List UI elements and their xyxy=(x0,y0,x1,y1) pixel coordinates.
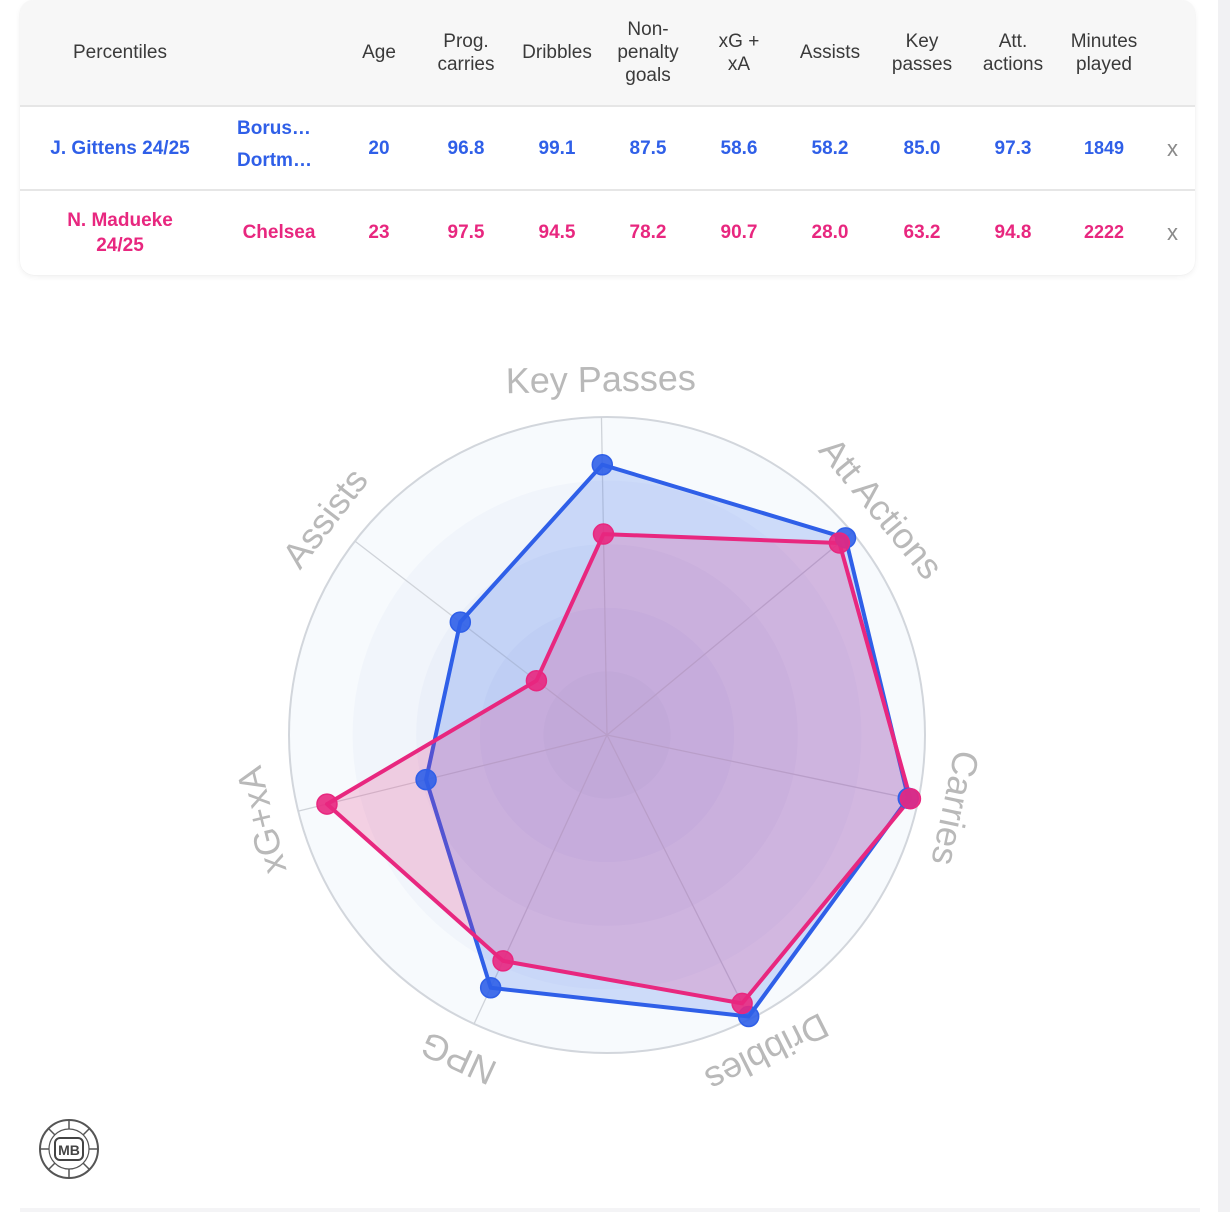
radar-spoke xyxy=(298,734,608,812)
cell-key-passes: 85.0 xyxy=(876,106,968,191)
radar-point[interactable] xyxy=(415,768,437,791)
header-dribbles[interactable]: Dribbles xyxy=(512,0,602,107)
header-prog-carries-label: Prog. carries xyxy=(437,30,495,75)
header-age[interactable]: Age xyxy=(338,0,420,107)
radar-spoke xyxy=(606,531,853,736)
percentiles-table: Percentiles Age Prog. carries Dribbles N… xyxy=(20,0,1195,274)
bottom-divider xyxy=(20,1208,1200,1212)
header-key-passes-label: Key passes xyxy=(891,30,953,75)
cell-xg-xa: 58.6 xyxy=(694,106,784,191)
cell-minutes: 2222 xyxy=(1083,222,1125,242)
header-percentiles: Percentiles xyxy=(20,0,220,107)
radar-series xyxy=(316,453,922,1028)
table-row: N. Madueke 24/25 Chelsea 23 97.5 94.5 78… xyxy=(20,190,1195,274)
radar-axis-label: Carries xyxy=(923,747,987,869)
cell-assists: 58.2 xyxy=(784,106,876,191)
page-scrollbar[interactable] xyxy=(1218,0,1230,1212)
header-club xyxy=(220,0,338,107)
header-minutes[interactable]: Minutes played xyxy=(1058,0,1150,107)
player-name[interactable]: N. Madueke 24/25 xyxy=(20,190,220,274)
cell-age: 23 xyxy=(368,222,390,243)
radar-spoke xyxy=(606,734,919,801)
cell-prog-carries: 96.8 xyxy=(420,106,512,191)
header-remove xyxy=(1150,0,1195,107)
header-att-actions-label: Att. actions xyxy=(982,30,1044,75)
cell-assists: 28.0 xyxy=(811,222,849,243)
cell-age: 20 xyxy=(338,106,420,191)
player-name-label: N. Madueke 24/25 xyxy=(67,209,173,256)
cell-dribbles: 99.1 xyxy=(512,106,602,191)
header-assists[interactable]: Assists xyxy=(784,0,876,107)
cell-dribbles: 94.5 xyxy=(538,222,576,243)
cell-npg: 78.2 xyxy=(629,222,667,243)
mb-logo-icon: MB xyxy=(39,1119,99,1179)
radar-point[interactable] xyxy=(525,669,548,692)
radar-spokes xyxy=(298,417,919,1025)
header-xg-xa-label: xG + xA xyxy=(718,30,760,75)
cell-npg: 87.5 xyxy=(602,106,694,191)
table-header-row: Percentiles Age Prog. carries Dribbles N… xyxy=(20,0,1195,107)
remove-player-button[interactable]: x xyxy=(1150,106,1195,191)
radar-point[interactable] xyxy=(731,992,753,1015)
radar-point[interactable] xyxy=(591,453,614,476)
remove-player-button[interactable]: x xyxy=(1167,220,1178,245)
radar-point[interactable] xyxy=(449,611,472,633)
header-npg[interactable]: Non-penalty goals xyxy=(602,0,694,107)
player-club[interactable]: Borus… Dortm… xyxy=(220,106,338,191)
radar-point[interactable] xyxy=(828,532,851,554)
radar-chart-container: Key Passes Att Actions Carries Dribbles NPG x… xyxy=(0,300,1230,1120)
header-key-passes[interactable]: Key passes xyxy=(876,0,968,107)
cell-att-actions: 94.8 xyxy=(994,222,1032,243)
radar-point[interactable] xyxy=(479,977,502,999)
radar-axis-label: xG+xA xyxy=(228,762,294,878)
cell-att-actions: 97.3 xyxy=(968,106,1058,191)
player-name[interactable]: J. Gittens 24/25 xyxy=(20,106,220,191)
radar-axis-label: NPG xyxy=(414,1024,502,1094)
radar-spoke xyxy=(354,540,608,736)
percentiles-table-card: Percentiles Age Prog. carries Dribbles N… xyxy=(20,0,1195,275)
radar-point[interactable] xyxy=(899,787,922,810)
table-row: J. Gittens 24/25 Borus… Dortm… 20 96.8 99… xyxy=(20,106,1195,191)
club-line-2: Dortm… xyxy=(237,150,312,171)
player-club[interactable]: Chelsea xyxy=(242,222,316,243)
radar-spoke xyxy=(473,734,608,1025)
mb-logo-text: MB xyxy=(58,1142,80,1158)
radar-point[interactable] xyxy=(592,523,615,545)
radar-point[interactable] xyxy=(316,793,338,815)
header-prog-carries[interactable]: Prog. carries xyxy=(420,0,512,107)
cell-minutes: 1849 xyxy=(1058,106,1150,191)
radar-axis-label: Key Passes xyxy=(505,357,696,401)
radar-series-area xyxy=(424,462,911,1019)
cell-prog-carries: 97.5 xyxy=(447,222,485,243)
header-att-actions[interactable]: Att. actions xyxy=(968,0,1058,107)
cell-key-passes: 63.2 xyxy=(903,222,941,243)
club-line-1: Borus… xyxy=(237,118,311,139)
header-minutes-label: Minutes played xyxy=(1070,30,1138,75)
radar-series-area xyxy=(325,532,913,1006)
radar-point[interactable] xyxy=(492,950,514,972)
header-xg-xa[interactable]: xG + xA xyxy=(694,0,784,107)
cell-xg-xa: 90.7 xyxy=(720,222,758,243)
header-npg-label: Non-penalty goals xyxy=(617,19,679,86)
mb-logo: MB xyxy=(38,1118,100,1180)
radar-spoke xyxy=(606,734,751,1020)
